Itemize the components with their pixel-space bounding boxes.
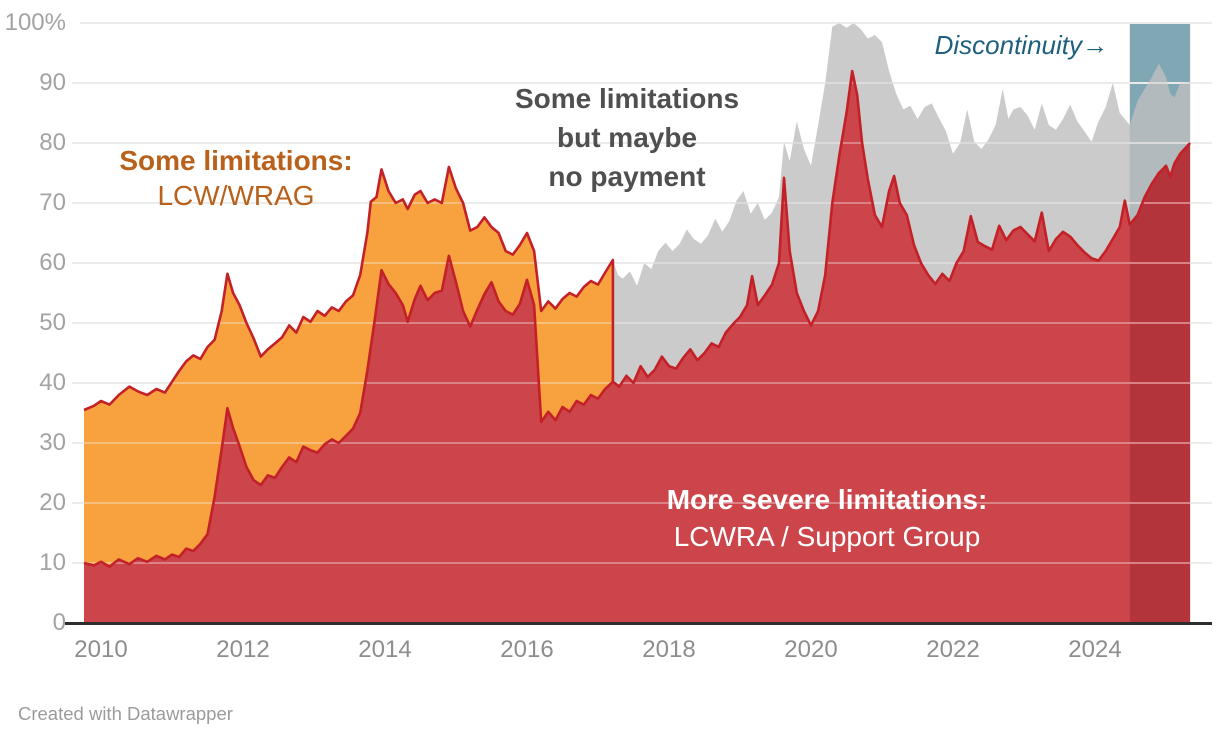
x-axis-tick-2022: 2022: [926, 636, 980, 663]
series-orange-line: [83, 165, 615, 412]
x-axis-tick-2014: 2014: [358, 636, 412, 663]
annotation-maybe-line3: no payment: [548, 161, 706, 192]
annotation-maybe-line2: but maybe: [556, 122, 698, 153]
annotation-maybe-no-payment: Some limitations but maybe no payment: [477, 79, 777, 196]
annotation-lcw-wrag: Some limitations: LCW/WRAG: [76, 143, 396, 213]
annotation-maybe-line1: Some limitations: [514, 83, 740, 114]
x-axis-tick-2018: 2018: [642, 636, 696, 663]
x-axis-tick-2020: 2020: [784, 636, 838, 663]
y-axis-tick-80: 80: [39, 129, 66, 156]
y-axis-tick-0: 0: [52, 609, 66, 636]
y-axis-tick-70: 70: [39, 189, 66, 216]
series-orange-area: [84, 167, 613, 567]
annotation-discontinuity: Discontinuity→: [934, 30, 1108, 60]
x-axis-tick-2012: 2012: [216, 636, 270, 663]
x-axis-tick-2016: 2016: [500, 636, 554, 663]
y-axis-tick-40: 40: [39, 369, 66, 396]
y-axis-tick-50: 50: [39, 309, 66, 336]
annotation-lcwra-line1: More severe limitations:: [666, 484, 988, 515]
annotation-lcwra-line2: LCWRA / Support Group: [673, 521, 981, 552]
series-red-line: [83, 69, 1192, 568]
y-axis-tick-10: 10: [39, 549, 66, 576]
annotation-lcwra-support: More severe limitations: LCWRA / Support…: [617, 481, 1037, 555]
annotation-lcw-line2: LCW/WRAG: [157, 180, 315, 211]
x-axis-tick-2024: 2024: [1068, 636, 1122, 663]
y-axis-tick-100: 100%: [4, 9, 66, 36]
x-axis-tick-2010: 2010: [74, 636, 128, 663]
y-axis-tick-90: 90: [39, 69, 66, 96]
datawrapper-credit: Created with Datawrapper: [18, 703, 233, 724]
y-axis-tick-60: 60: [39, 249, 66, 276]
series-red-area: [84, 71, 1191, 623]
y-axis-tick-20: 20: [39, 489, 66, 516]
y-axis-tick-30: 30: [39, 429, 66, 456]
annotation-lcw-line1: Some limitations:: [119, 145, 353, 176]
